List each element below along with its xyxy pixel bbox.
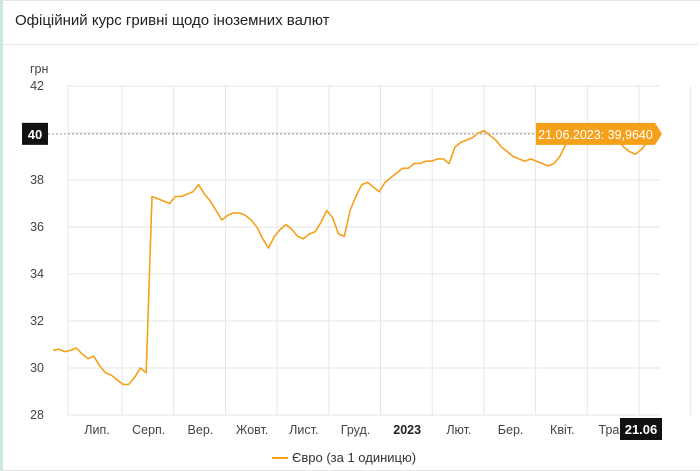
tooltip-text: 21.06.2023: 39,9640	[538, 128, 653, 142]
x-tick-label: Бер.	[498, 423, 524, 437]
y-tick-label: 36	[30, 220, 44, 234]
page-title: Офіційний курс гривні щодо іноземних вал…	[15, 12, 330, 29]
card-header: Офіційний курс гривні щодо іноземних вал…	[3, 0, 698, 45]
y-tick-label: 30	[30, 361, 44, 375]
x-axis-ticks: Лип. Серп. Вер. Жовт. Лист. Груд. 2023 Лют. Бер.…	[84, 423, 629, 437]
y-tick-label: 32	[30, 314, 44, 328]
y-tick-label: 42	[30, 79, 44, 93]
y-tick-label: 34	[30, 267, 44, 281]
crosshair-y-marker: 40	[22, 122, 48, 145]
chart-tooltip: 21.06.2023: 39,9640	[536, 122, 662, 145]
chart-legend[interactable]: Євро (за 1 одиницю)	[272, 450, 416, 465]
x-tick-label: Вер.	[188, 423, 214, 437]
crosshair-x-label: 21.06	[625, 422, 658, 437]
y-tick-label: 28	[30, 408, 44, 422]
crosshair-y-label: 40	[28, 127, 42, 142]
x-tick-label: 2023	[393, 423, 421, 437]
x-tick-label: Лип.	[84, 423, 109, 437]
x-tick-label: Лют.	[446, 423, 471, 437]
x-tick-label: Жовт.	[236, 423, 269, 437]
x-tick-label: Серп.	[132, 423, 165, 437]
chart-grid	[67, 85, 692, 416]
y-axis-label: грн	[30, 62, 49, 76]
legend-label[interactable]: Євро (за 1 одиницю)	[292, 450, 416, 465]
x-tick-label: Груд.	[341, 423, 370, 437]
x-tick-label: Лист.	[289, 423, 318, 437]
series-line-euro	[52, 125, 654, 386]
crosshair-x-marker: 21.06	[620, 418, 662, 440]
y-tick-label: 38	[30, 173, 44, 187]
x-tick-label: Квіт.	[550, 423, 575, 437]
